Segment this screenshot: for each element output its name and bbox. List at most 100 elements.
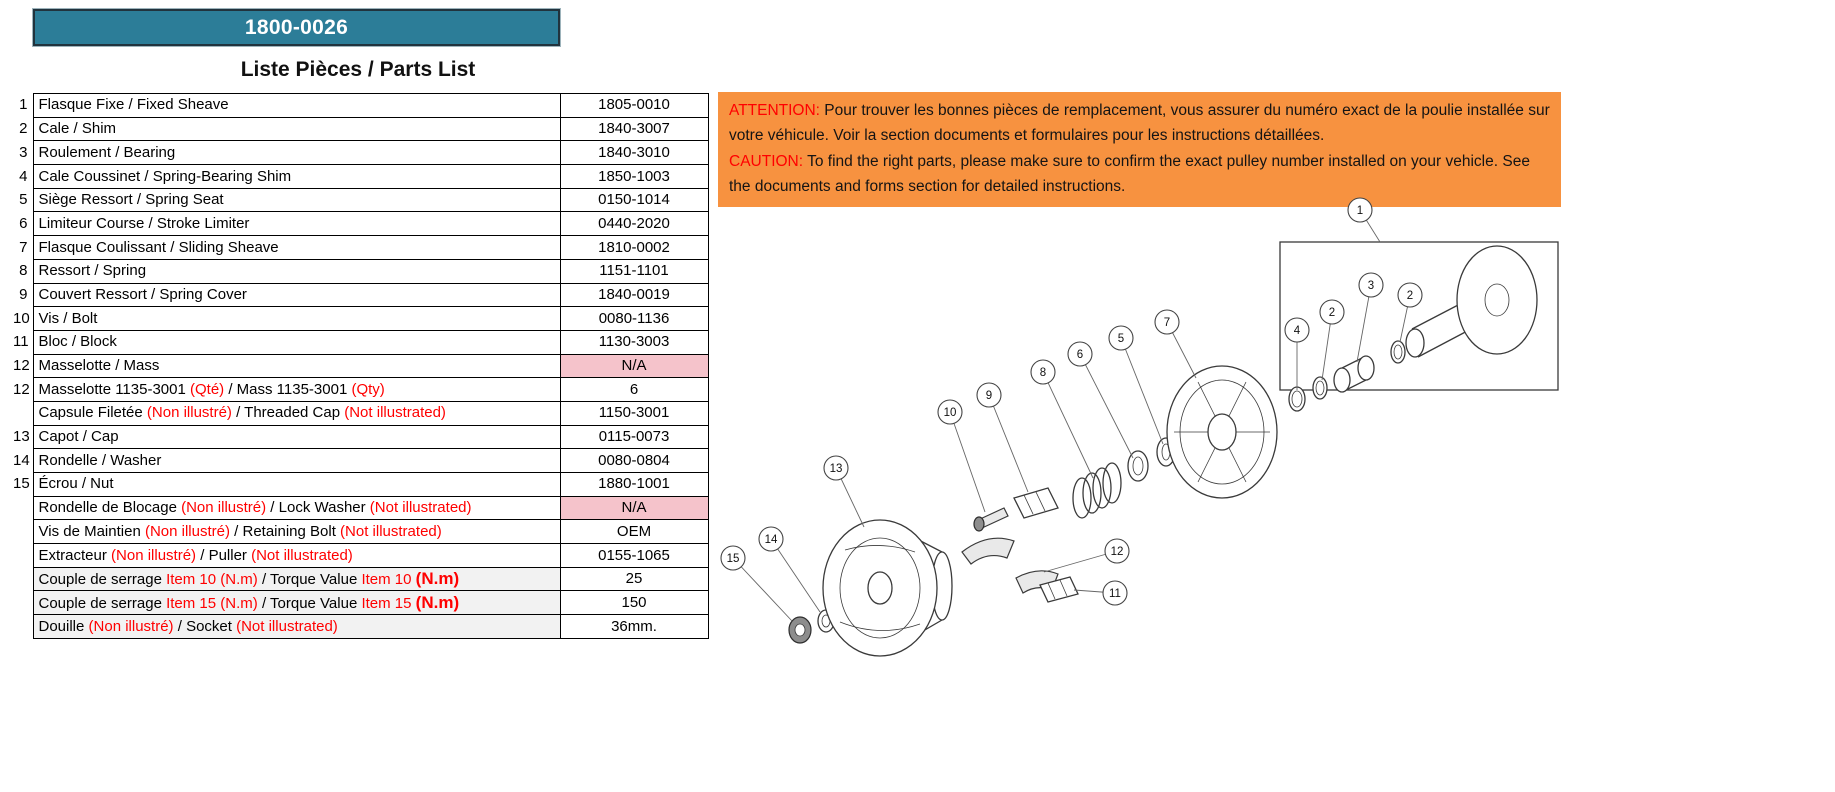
- callout-5: 5: [1108, 325, 1134, 351]
- shim-hole: [1315, 380, 1325, 396]
- block-part-9: [1013, 487, 1059, 519]
- callout-leader-line: [949, 411, 986, 513]
- table-row: 10 Vis / Bolt 0080-1136: [8, 306, 709, 331]
- row-number: 5: [19, 191, 28, 209]
- table-row: 12 Masselotte 1135-3001 (Qté) / Mass 1135…: [8, 377, 709, 402]
- table-row: 11 Bloc / Block 1130-3003: [8, 329, 709, 355]
- callout-2: 2: [1397, 282, 1423, 308]
- part-number-value: 0115-0073: [559, 424, 709, 450]
- table-row: 5 Siège Ressort / Spring Seat 0150-1014: [8, 187, 709, 213]
- part-label: Roulement / Bearing: [32, 140, 561, 166]
- callout-6: 6: [1067, 341, 1093, 367]
- caution-line: CAUTION: To find the right parts, please…: [729, 149, 1550, 200]
- row-number: [8, 544, 33, 568]
- table-row: 8 Ressort / Spring 1151-1101: [8, 258, 709, 284]
- callout-11: 11: [1102, 580, 1128, 606]
- attention-line: ATTENTION: Pour trouver les bonnes pièce…: [729, 98, 1550, 149]
- spring-part: [1072, 462, 1122, 519]
- part-number-value: 0080-0804: [559, 448, 709, 473]
- row-number: [8, 520, 33, 544]
- svg-text:14: 14: [765, 534, 778, 546]
- row-number: 14: [13, 451, 30, 469]
- callout-15: 15: [720, 545, 746, 571]
- part-number-value: 6: [559, 377, 709, 402]
- part-label: Couple de serrage Item 10 (N.m) / Torque…: [32, 566, 561, 592]
- row-number: [8, 591, 33, 615]
- caution-text: To find the right parts, please make sur…: [729, 152, 1530, 195]
- part-label: Vis / Bolt: [32, 306, 561, 331]
- part-number-value: 1805-0010: [559, 93, 709, 118]
- row-number: 15: [13, 475, 30, 493]
- table-row: 6 Limiteur Course / Stroke Limiter 0440-20…: [8, 211, 709, 237]
- svg-text:13: 13: [830, 463, 843, 475]
- part-label: Siège Ressort / Spring Seat: [32, 187, 561, 213]
- parts-table: 1 Flasque Fixe / Fixed Sheave 1805-0010 2 Ca…: [8, 93, 709, 639]
- part-number-value: OEM: [559, 519, 709, 545]
- part-label: Masselotte 1135-3001 (Qté) / Mass 1135-3…: [32, 377, 561, 402]
- part-number-value: 0155-1065: [559, 543, 709, 568]
- row-number: 12: [13, 380, 30, 398]
- row-number: 3: [19, 143, 28, 161]
- part-number-value: 25: [559, 566, 709, 592]
- callout-leader-line: [770, 538, 821, 613]
- part-number-header: 1800-0026: [32, 8, 561, 47]
- svg-text:6: 6: [1077, 349, 1083, 361]
- svg-text:5: 5: [1118, 333, 1124, 345]
- svg-text:9: 9: [986, 390, 992, 402]
- table-row: 13 Capot / Cap 0115-0073: [8, 424, 709, 450]
- sliding-sheave-part: [1166, 365, 1278, 499]
- part-number-value: 1810-0002: [559, 235, 709, 260]
- shim-part: [1312, 376, 1328, 400]
- table-row: 15 Écrou / Nut 1880-1001: [8, 472, 709, 497]
- callout-4: 4: [1284, 317, 1310, 343]
- part-number-value: 1840-3010: [559, 140, 709, 166]
- spring-seat-hole: [1132, 456, 1144, 476]
- callout-14: 14: [758, 526, 784, 552]
- part-label: Capot / Cap: [32, 424, 561, 450]
- table-row: Rondelle de Blocage (Non illustré) / Loc…: [8, 495, 709, 521]
- callout-2: 2: [1319, 299, 1345, 325]
- fixed-sheave-part: [1405, 245, 1538, 358]
- row-number: 7: [19, 238, 28, 256]
- table-row: Couple de serrage Item 10 (N.m) / Torque…: [8, 566, 709, 592]
- assembly-box: [1279, 241, 1559, 391]
- attention-label: ATTENTION:: [729, 102, 820, 119]
- svg-text:1: 1: [1357, 205, 1363, 217]
- callout-9: 9: [976, 382, 1002, 408]
- callout-leader-line: [1356, 284, 1372, 363]
- callout-leader-line: [1043, 550, 1118, 573]
- part-label: Limiteur Course / Stroke Limiter: [32, 211, 561, 237]
- cover-sheave-part: [822, 519, 953, 657]
- row-number: 1: [19, 96, 28, 114]
- part-label: Cale / Shim: [32, 116, 561, 142]
- part-number-value: 0080-1136: [559, 306, 709, 331]
- svg-text:2: 2: [1329, 307, 1335, 319]
- svg-text:11: 11: [1109, 588, 1121, 600]
- part-label: Couple de serrage Item 15 (N.m) / Torque…: [32, 590, 561, 616]
- callout-leader-line: [732, 557, 793, 622]
- part-label: Masselotte / Mass: [32, 353, 561, 379]
- table-row: Capsule Filetée (Non illustré) / Threade…: [8, 400, 709, 426]
- table-row: 2 Cale / Shim 1840-3007: [8, 116, 709, 142]
- part-label: Flasque Fixe / Fixed Sheave: [32, 93, 561, 118]
- row-number: 4: [19, 167, 28, 185]
- table-row: 12 Masselotte / Mass N/A: [8, 353, 709, 379]
- row-number: [8, 615, 33, 639]
- parts-table-body: 1 Flasque Fixe / Fixed Sheave 1805-0010 2 Ca…: [8, 93, 709, 639]
- block-part-11: [1039, 576, 1079, 603]
- callout-3: 3: [1358, 272, 1384, 298]
- row-number: 6: [19, 214, 28, 232]
- table-row: 7 Flasque Coulissant / Sliding Sheave 1810…: [8, 235, 709, 260]
- callout-leader-line: [988, 394, 1029, 493]
- caution-label: CAUTION:: [729, 152, 804, 170]
- spring-seat-part: [1127, 450, 1149, 482]
- row-number: 12: [13, 357, 30, 375]
- part-number-value: 1150-3001: [559, 400, 709, 426]
- part-label: Flasque Coulissant / Sliding Sheave: [32, 235, 561, 260]
- part-label: Rondelle de Blocage (Non illustré) / Loc…: [32, 495, 561, 521]
- part-label: Vis de Maintien (Non illustré) / Retaini…: [32, 519, 561, 545]
- table-row: 4 Cale Coussinet / Spring-Bearing Shim 185…: [8, 164, 709, 189]
- bolt-part: [973, 507, 1009, 532]
